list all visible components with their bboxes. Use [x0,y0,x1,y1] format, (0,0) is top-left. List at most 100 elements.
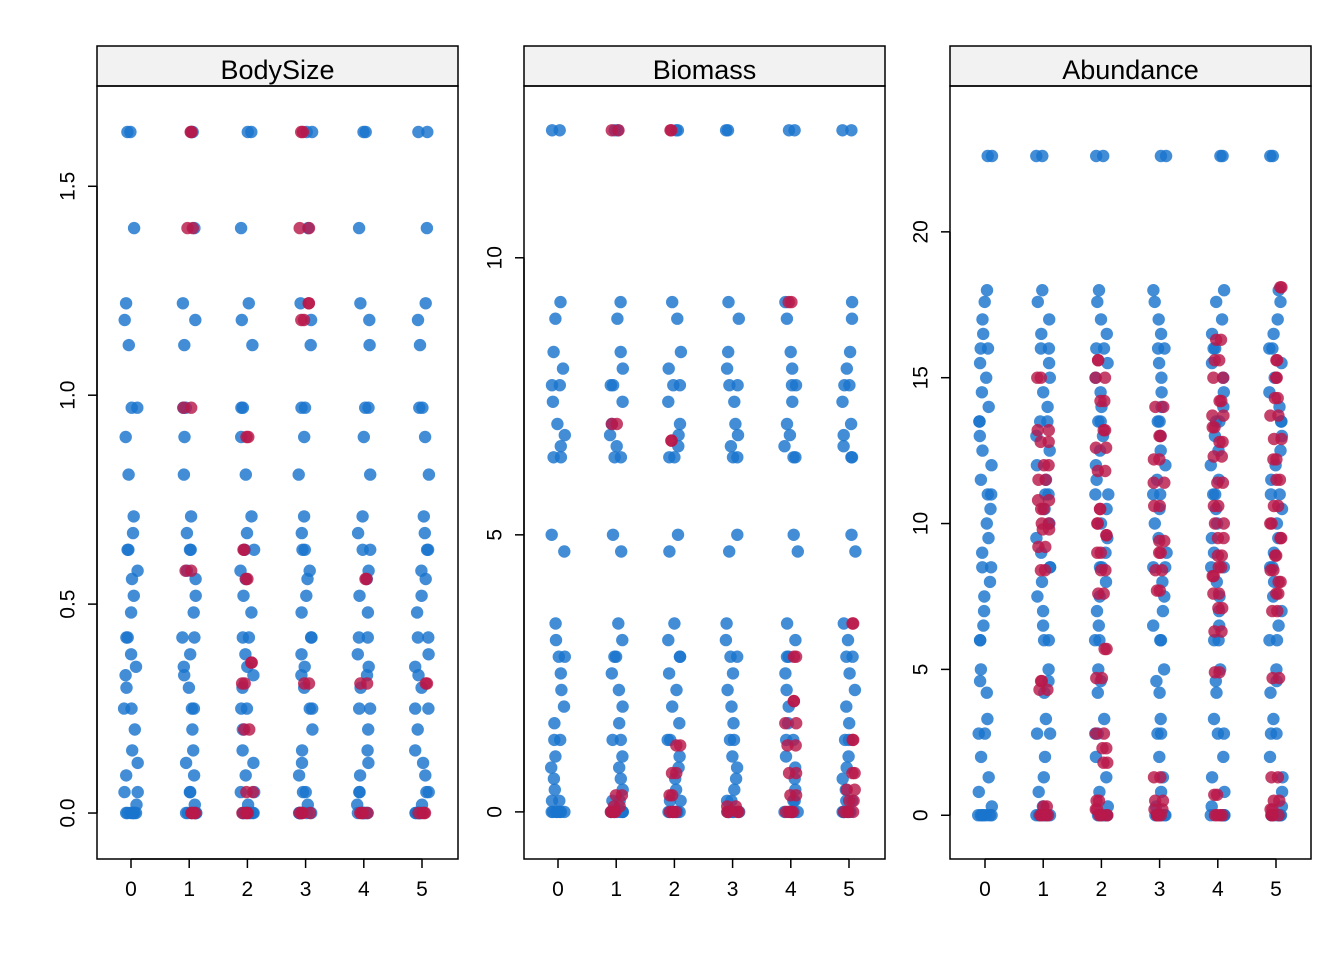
point-blue [129,660,143,673]
point-blue [1264,686,1277,699]
point-blue [120,681,133,694]
point-red [1092,354,1105,367]
point-blue [122,468,135,481]
point-blue [789,633,802,647]
point-blue [351,648,364,661]
point-red [1042,459,1055,472]
point-blue [1156,604,1170,618]
point-red [1208,517,1222,530]
point-blue [977,619,990,632]
point-blue [613,761,626,774]
point-red [235,677,249,690]
point-blue [611,312,624,325]
point-blue [972,785,985,799]
point-red [245,656,258,669]
point-blue [845,528,858,541]
point-blue [1031,295,1045,309]
point-red [1098,642,1111,656]
point-blue [978,590,991,603]
point-blue [236,631,249,644]
point-red [1265,771,1278,784]
point-blue [662,633,675,647]
point-red [663,789,676,802]
point-blue [1267,327,1280,341]
point-red [1042,435,1055,449]
point-blue [981,342,995,355]
point-blue [295,648,308,661]
point-blue [977,604,991,618]
point-blue [125,572,139,586]
point-red [240,806,253,820]
point-red [1211,531,1225,545]
point-blue [557,700,571,713]
point-red [837,805,851,819]
point-blue [555,683,568,697]
point-blue [1037,771,1051,784]
point-blue [354,297,367,310]
point-blue [731,528,744,541]
point-red [1206,409,1219,422]
point-blue [604,379,617,392]
point-blue [848,683,862,697]
point-blue [1271,313,1284,326]
point-blue [785,379,799,392]
point-red [359,572,372,586]
point-blue [548,717,561,730]
point-blue [353,702,366,715]
point-blue [127,510,140,523]
point-blue [420,221,434,235]
point-red [1216,371,1230,384]
point-blue [549,750,562,763]
point-red [1207,569,1220,583]
point-blue [549,617,562,630]
point-blue [295,606,308,619]
point-red [186,221,199,235]
point-blue [1270,727,1283,740]
x-tick-label: 0 [979,878,991,901]
point-blue [845,312,859,325]
point-blue [1030,727,1044,740]
point-red [610,417,623,431]
point-red [664,124,677,137]
x-tick-label: 5 [416,878,428,901]
point-blue [1154,727,1168,740]
point-blue [1036,284,1049,297]
point-red [789,789,803,802]
point-blue [298,543,311,556]
point-blue [673,417,687,431]
point-red [785,805,798,819]
point-blue [788,124,801,137]
point-blue [549,312,562,325]
point-blue [616,750,629,763]
point-blue [295,756,309,770]
point-blue [1094,313,1108,326]
point-blue [980,371,993,384]
point-blue [1153,415,1166,428]
point-blue [124,806,137,820]
point-blue [187,606,200,619]
point-blue [723,545,736,558]
point-blue [247,543,261,556]
point-red [1042,424,1056,437]
point-red [1037,502,1050,516]
point-red [1093,809,1106,822]
point-blue [1215,313,1229,326]
point-blue [131,785,144,799]
point-blue [552,650,565,663]
x-tick-label: 0 [552,878,564,901]
point-blue [356,510,369,523]
point-blue [978,295,991,309]
x-tick-label: 2 [1096,878,1108,901]
point-blue [726,750,739,763]
x-tick-label: 1 [610,878,622,901]
point-blue [1274,295,1287,309]
panel-abundance: Abundance 0 1 2 3 4 5 0 5 10 15 20 [910,45,1312,901]
point-blue [732,312,745,325]
point-blue [550,805,564,819]
point-blue [843,667,856,680]
point-red [238,723,251,736]
point-blue [1042,342,1056,355]
point-blue [127,221,141,235]
point-blue [409,702,422,715]
point-blue [363,702,377,715]
